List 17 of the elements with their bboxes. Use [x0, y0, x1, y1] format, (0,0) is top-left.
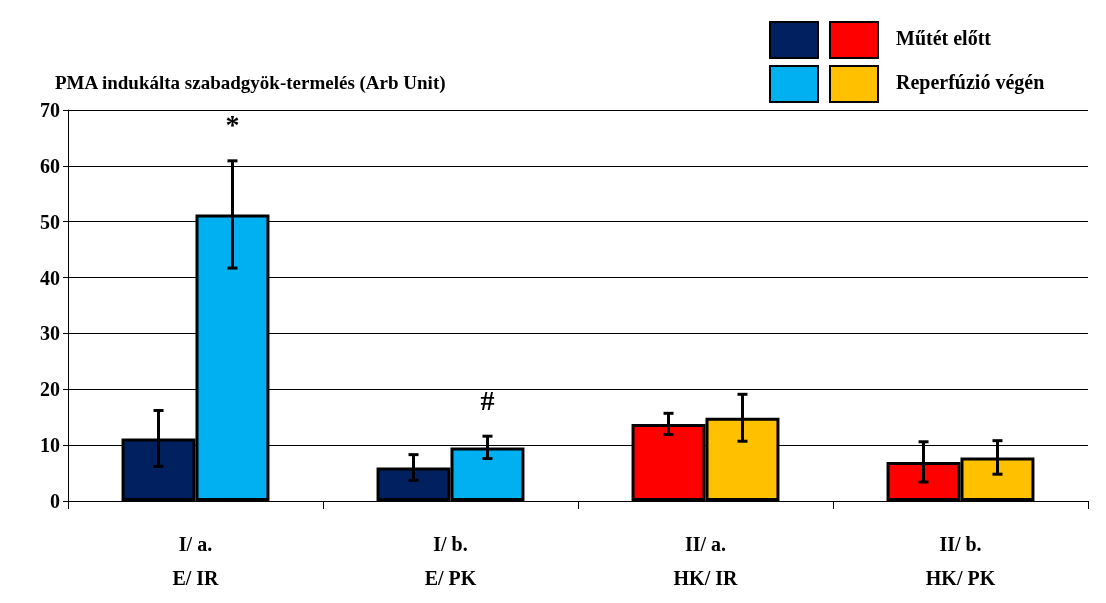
y-tick-label: 50: [40, 210, 60, 233]
y-tick-label: 20: [40, 378, 60, 401]
x-tick-label: I/ a. E/ IR: [172, 533, 220, 589]
x-tick-label: II/ b. HK/ PK: [925, 533, 996, 589]
y-tick-label: 40: [40, 266, 60, 289]
y-tick-label: 30: [40, 322, 60, 345]
legend-label: Reperfúzió végén: [896, 71, 1045, 94]
y-axis-title: PMA indukálta szabadgyök-termelés (Arb Unit): [55, 72, 446, 94]
y-tick-label: 0: [50, 490, 60, 512]
legend-label: Műtét előtt: [896, 27, 992, 49]
annotation: *: [225, 109, 240, 141]
y-tick-label: 70: [40, 99, 60, 121]
y-tick-label: 60: [40, 154, 60, 177]
x-tick-label: I/ b. E/ PK: [424, 533, 477, 589]
annotation: #: [480, 384, 495, 416]
x-tick-label: II/ a. HK/ IR: [673, 533, 738, 589]
y-tick-label: 10: [40, 434, 60, 457]
